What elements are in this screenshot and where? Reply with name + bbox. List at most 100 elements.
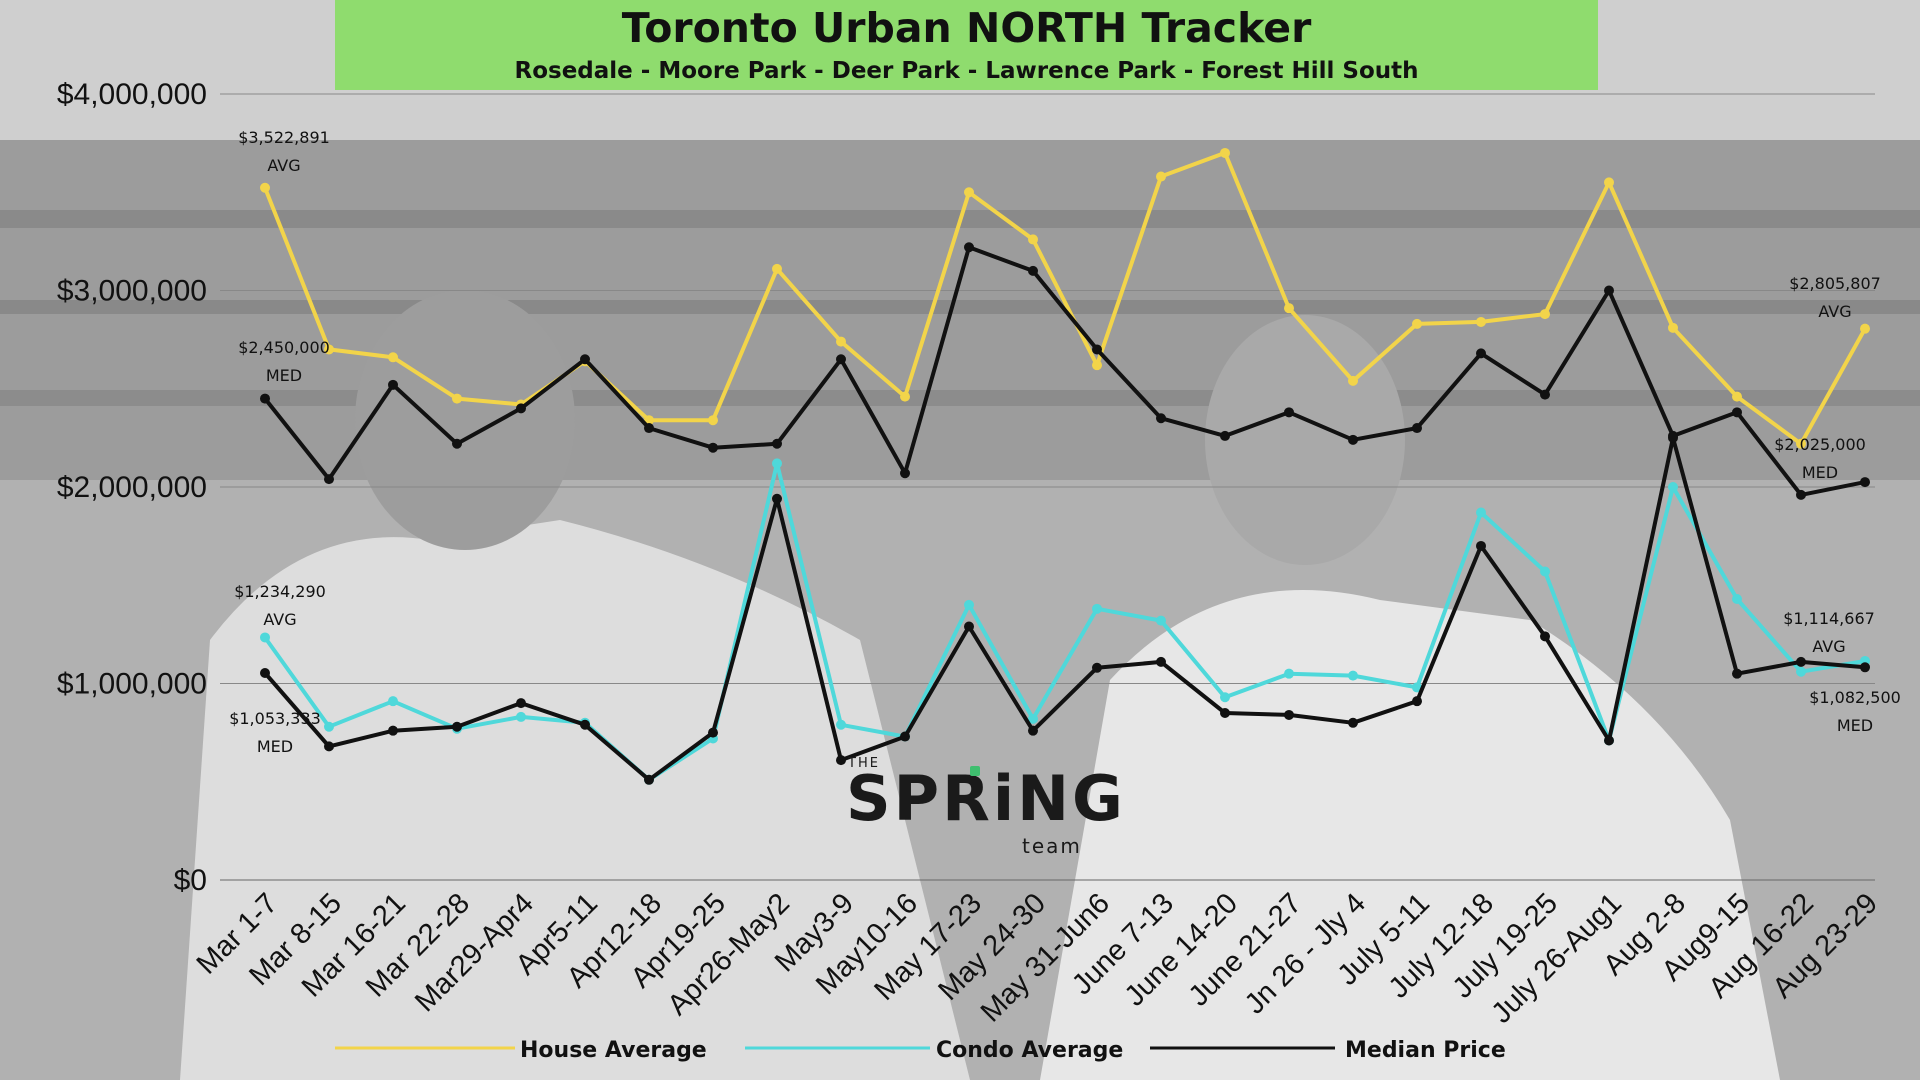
median-price-point — [1860, 477, 1870, 488]
legend-label: Condo Average — [936, 1038, 1123, 1063]
y-tick-label: $1,000,000 — [57, 668, 207, 701]
condo-median-price-point — [644, 774, 654, 785]
house-average-point — [900, 391, 910, 402]
house-average-point — [452, 393, 462, 404]
logo-team: team — [1022, 834, 1082, 858]
condo-average-point — [260, 632, 270, 643]
brand-logo: THE SPRiNG team — [846, 752, 1123, 862]
median-price-point — [1604, 285, 1614, 296]
condo-average-point — [388, 696, 398, 707]
median-price-point — [772, 438, 782, 449]
median-price-point — [836, 354, 846, 365]
condo-average-point — [1732, 594, 1742, 605]
annotation-value: $1,053,333 — [229, 709, 321, 728]
house-average-point — [1796, 438, 1806, 449]
median-price-point — [452, 438, 462, 449]
logo-the: THE — [848, 756, 880, 771]
condo-average-point — [1796, 666, 1806, 677]
house-average-point — [1092, 360, 1102, 371]
condo-average-point — [772, 458, 782, 469]
condo-median-price-point — [964, 621, 974, 632]
house-average-line — [263, 150, 1867, 446]
median-price-point — [1796, 489, 1806, 500]
condo-median-price-point — [1796, 656, 1806, 667]
median-price-point — [644, 423, 654, 434]
median-price-point — [516, 403, 526, 414]
logo-spring: SPRiNG — [846, 762, 1126, 835]
house-average-point — [1412, 318, 1422, 329]
median-price-line — [263, 245, 1866, 497]
median-price-point — [1220, 430, 1230, 441]
annotation-value: $3,522,891 — [238, 128, 330, 147]
chart-subtitle: Rosedale - Moore Park - Deer Park - Lawr… — [514, 58, 1419, 84]
condo-median-price-point — [388, 725, 398, 736]
house-average-point — [1028, 234, 1038, 245]
condo-median-price-point — [1604, 735, 1614, 746]
condo-average-point — [1284, 668, 1294, 679]
house-average-point — [1476, 316, 1486, 327]
condo-median-price-point — [836, 755, 846, 766]
annotation-tag: AVG — [1812, 637, 1845, 656]
condo-median-price-point — [772, 493, 782, 504]
annotation-tag: MED — [1837, 716, 1873, 735]
condo-average-point — [1476, 507, 1486, 518]
condo-average-point — [1348, 670, 1358, 681]
condo-median-price-point — [1348, 717, 1358, 728]
condo-average-point — [1540, 566, 1550, 577]
annotation-tag: AVG — [267, 156, 300, 175]
annotation-tag: AVG — [263, 610, 296, 629]
condo-median-price-point — [1092, 662, 1102, 673]
house-average-point — [1156, 171, 1166, 182]
annotation-value: $2,025,000 — [1774, 435, 1866, 454]
annotation-value: $1,082,500 — [1809, 688, 1901, 707]
house-average-point — [388, 352, 398, 363]
annotation-tag: MED — [257, 737, 293, 756]
house-average-point — [1732, 391, 1742, 402]
annotation-tag: MED — [1802, 463, 1838, 482]
median-price-point — [1092, 344, 1102, 355]
annotation-value: $2,805,807 — [1789, 274, 1881, 293]
median-price-point — [1476, 348, 1486, 359]
condo-median-price-point — [1156, 656, 1166, 667]
condo-average-line — [263, 461, 1866, 782]
legend-label: Median Price — [1345, 1038, 1506, 1063]
house-average-point — [836, 336, 846, 347]
condo-average-point — [836, 719, 846, 730]
condo-median-price-point — [708, 727, 718, 738]
house-average-point — [1860, 323, 1870, 334]
condo-median-price-point — [452, 721, 462, 732]
condo-median-price-point — [1476, 540, 1486, 551]
median-price-point — [1284, 407, 1294, 418]
condo-average-point — [1092, 603, 1102, 614]
chart-title: Toronto Urban NORTH Tracker — [621, 4, 1312, 52]
house-average-point — [1220, 147, 1230, 158]
median-price-point — [900, 468, 910, 479]
house-average-point — [772, 263, 782, 274]
annotation-value: $2,450,000 — [238, 338, 330, 357]
condo-median-price-point — [1220, 707, 1230, 718]
house-average-point — [1604, 177, 1614, 188]
title-banner: Toronto Urban NORTH Tracker Rosedale - M… — [335, 0, 1598, 90]
y-tick-label: $2,000,000 — [57, 471, 207, 504]
condo-median-price-point — [260, 668, 270, 679]
condo-average-point — [1220, 692, 1230, 703]
legend-label: House Average — [520, 1038, 707, 1063]
house-average-point — [1284, 303, 1294, 314]
annotation-value: $1,114,667 — [1783, 609, 1875, 628]
condo-median-price-point — [1028, 725, 1038, 736]
condo-median-price-point — [1284, 709, 1294, 720]
median-price-point — [388, 379, 398, 390]
median-price-point — [260, 393, 270, 404]
annotation-tag: MED — [266, 366, 302, 385]
median-price-point — [1732, 407, 1742, 418]
median-price-point — [1156, 413, 1166, 424]
condo-median-price-point — [580, 719, 590, 730]
median-price-point — [1028, 265, 1038, 276]
condo-median-price-point — [1668, 432, 1678, 443]
condo-median-price-point — [1860, 662, 1870, 673]
condo-median-price-point — [1412, 696, 1422, 707]
condo-average-point — [324, 721, 334, 732]
y-tick-label: $0 — [174, 864, 207, 897]
